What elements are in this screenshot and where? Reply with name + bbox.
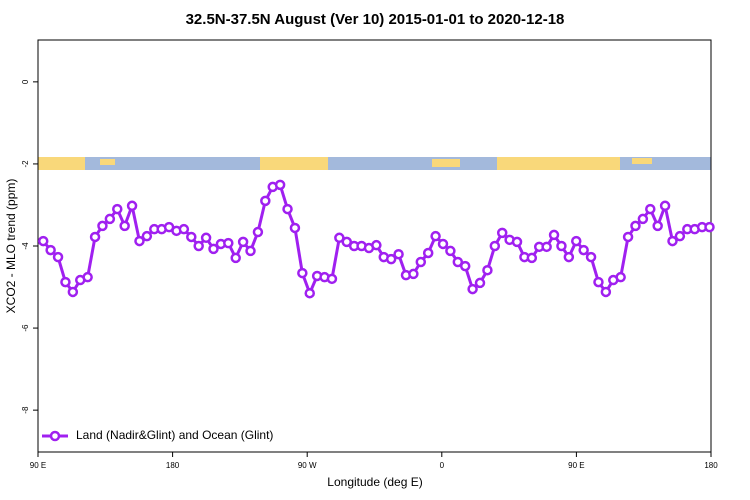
- point: [178, 223, 190, 235]
- point: [652, 220, 663, 232]
- point: [97, 220, 108, 232]
- point: [526, 252, 538, 264]
- point: [82, 271, 93, 283]
- point: [193, 240, 204, 252]
- point: [274, 179, 286, 191]
- point: [659, 200, 671, 212]
- point: [341, 236, 353, 248]
- point: [37, 235, 49, 247]
- point: [334, 232, 345, 244]
- y-tick-label: -4: [21, 242, 30, 250]
- point: [245, 245, 256, 257]
- point: [630, 220, 641, 232]
- point: [60, 276, 71, 288]
- chart-title: 32.5N-37.5N August (Ver 10) 2015-01-01 t…: [186, 11, 565, 28]
- point: [474, 277, 486, 289]
- point: [371, 239, 382, 251]
- point: [141, 230, 153, 242]
- point: [585, 251, 597, 263]
- point: [430, 230, 441, 242]
- point: [667, 235, 678, 247]
- point: [134, 235, 145, 247]
- x-tick-label: 90 E: [568, 461, 584, 470]
- land-ocean-band: [38, 157, 711, 170]
- point: [67, 286, 79, 298]
- point: [393, 248, 404, 260]
- point: [511, 236, 523, 248]
- point: [556, 240, 567, 252]
- x-tick-label: 180: [166, 461, 180, 470]
- point: [289, 222, 301, 234]
- point: [637, 213, 649, 225]
- point: [459, 260, 471, 272]
- point: [112, 203, 123, 215]
- point: [186, 231, 197, 243]
- y-tick-label: 0: [21, 79, 30, 84]
- point: [600, 286, 612, 298]
- point: [615, 271, 626, 283]
- point: [326, 273, 338, 285]
- y-tick-label: -6: [21, 324, 30, 332]
- x-tick-label: 90 E: [30, 461, 46, 470]
- point: [200, 232, 212, 244]
- point: [304, 287, 315, 299]
- point: [223, 237, 234, 249]
- point: [45, 244, 56, 256]
- x-tick-label: 90 W: [298, 461, 317, 470]
- point: [467, 283, 478, 295]
- point: [563, 251, 575, 263]
- point: [230, 252, 241, 264]
- point: [645, 203, 656, 215]
- point: [408, 268, 419, 280]
- point: [437, 238, 449, 250]
- point: [252, 226, 264, 238]
- x-tick-label: 0: [440, 461, 445, 470]
- y-tick-label: -8: [21, 406, 30, 414]
- point: [89, 231, 101, 243]
- legend-marker: [49, 430, 61, 442]
- point: [119, 220, 130, 232]
- point: [385, 253, 397, 265]
- point: [282, 203, 293, 215]
- x-axis-title: Longitude (deg E): [327, 475, 422, 489]
- point: [571, 235, 582, 247]
- point: [297, 267, 308, 279]
- point: [452, 256, 464, 268]
- x-tick-label: 180: [704, 461, 718, 470]
- point: [422, 247, 434, 259]
- y-tick-label: -2: [21, 160, 30, 168]
- point: [104, 213, 116, 225]
- point: [593, 276, 604, 288]
- point: [674, 230, 686, 242]
- point: [445, 245, 456, 257]
- point: [208, 243, 219, 255]
- point: [52, 251, 64, 263]
- point: [489, 240, 501, 252]
- point: [260, 195, 271, 207]
- point: [578, 244, 589, 256]
- point: [482, 264, 493, 276]
- point: [496, 227, 508, 239]
- point: [622, 231, 634, 243]
- y-axis-title: XCO2 - MLO trend (ppm): [4, 179, 18, 314]
- point: [704, 221, 715, 233]
- point: [541, 241, 552, 253]
- legend-label: Land (Nadir&Glint) and Ocean (Glint): [76, 428, 273, 442]
- point: [415, 256, 427, 268]
- point: [237, 236, 249, 248]
- point: [548, 229, 560, 241]
- point: [126, 200, 138, 212]
